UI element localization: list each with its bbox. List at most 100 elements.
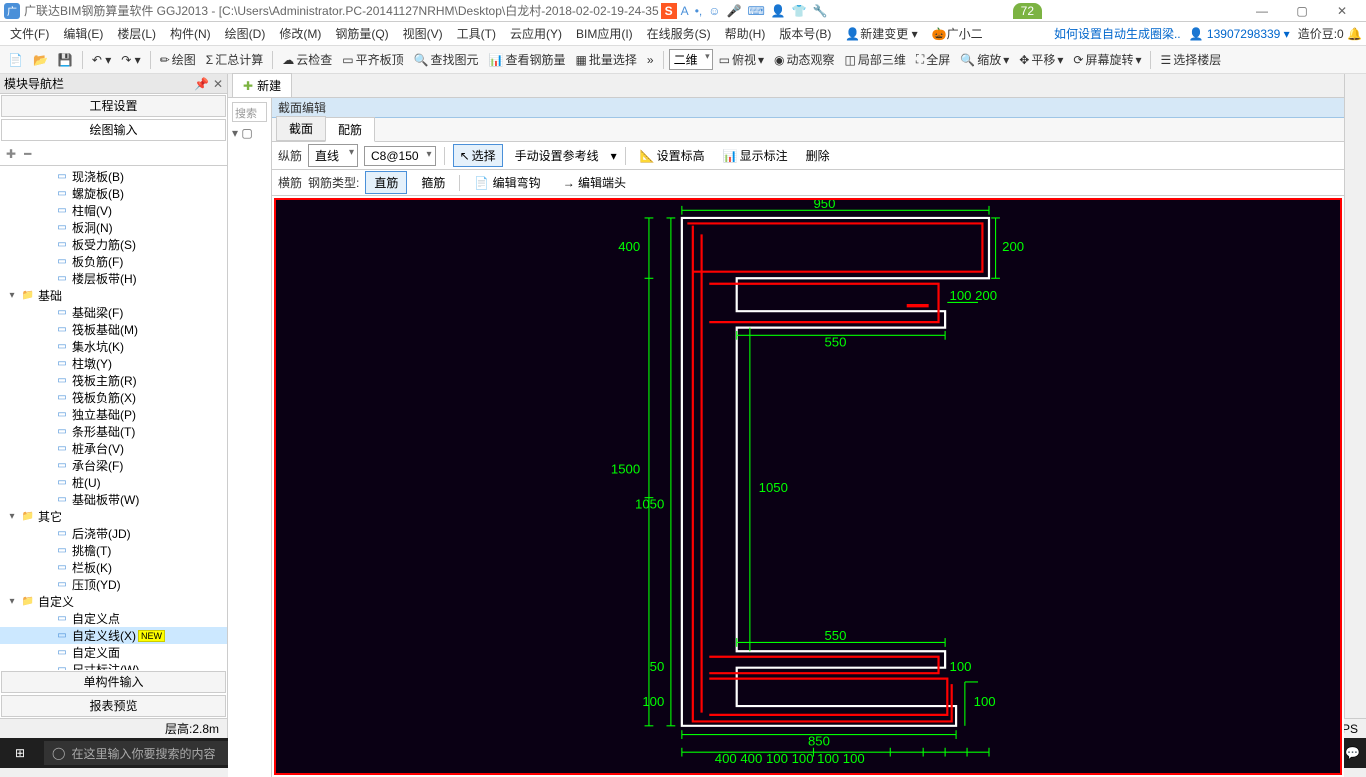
- ime-smile-icon[interactable]: ☺: [708, 4, 720, 18]
- ime-mic-icon[interactable]: 🎤: [727, 4, 742, 18]
- doc-tab-new[interactable]: ✚ 新建: [232, 73, 292, 97]
- new-change-button[interactable]: 👤新建变更 ▾: [839, 23, 923, 44]
- tree-item[interactable]: ▭柱墩(Y): [0, 355, 227, 372]
- tree-item[interactable]: ▾📁基础: [0, 287, 227, 304]
- find-button[interactable]: 🔍 查找图元: [410, 49, 483, 70]
- undo-button[interactable]: ↶ ▾: [88, 51, 115, 69]
- tree-item[interactable]: ▭栏板(K): [0, 559, 227, 576]
- tree-item[interactable]: ▭自定义面: [0, 644, 227, 661]
- redo-button[interactable]: ↷ ▾: [117, 51, 144, 69]
- ime-kbd-icon[interactable]: ⌨: [747, 4, 764, 18]
- select-floor-button[interactable]: ☰ 选择楼层: [1156, 49, 1225, 70]
- tree-item[interactable]: ▭筏板基础(M): [0, 321, 227, 338]
- delete-button[interactable]: 删除: [800, 145, 836, 166]
- tree-item[interactable]: ▭后浇带(JD): [0, 525, 227, 542]
- zoom-button[interactable]: 🔍 缩放 ▾: [956, 49, 1013, 70]
- dimension-combo[interactable]: 二维: [669, 49, 713, 70]
- menu-file[interactable]: 文件(F): [4, 23, 55, 44]
- section-project[interactable]: 工程设置: [1, 95, 226, 117]
- view-rebar-button[interactable]: 📊 查看钢筋量: [485, 49, 570, 70]
- maximize-button[interactable]: ▢: [1282, 4, 1322, 18]
- tree-item[interactable]: ▭筏板负筋(X): [0, 389, 227, 406]
- menu-tools[interactable]: 工具(T): [451, 23, 502, 44]
- phone-label[interactable]: 👤 13907298339 ▾: [1189, 27, 1290, 41]
- tree-item[interactable]: ▭桩承台(V): [0, 440, 227, 457]
- spec-combo[interactable]: C8@150: [364, 146, 436, 166]
- menu-bim[interactable]: BIM应用(I): [570, 23, 639, 44]
- dyn-orbit-button[interactable]: ◉ 动态观察: [770, 49, 839, 70]
- bean-label[interactable]: 造价豆:0 🔔: [1298, 25, 1362, 42]
- expander-icon[interactable]: ▾: [6, 290, 18, 301]
- tree-item[interactable]: ▭自定义线(X)NEW: [0, 627, 227, 644]
- menu-rebar[interactable]: 钢筋量(Q): [329, 23, 394, 44]
- tree-item[interactable]: ▭基础板带(W): [0, 491, 227, 508]
- tray-notif-icon[interactable]: 💬: [1345, 746, 1360, 760]
- start-button[interactable]: ⊞: [0, 746, 40, 760]
- menu-online[interactable]: 在线服务(S): [641, 23, 717, 44]
- section-draw[interactable]: 绘图输入: [1, 119, 226, 141]
- manual-refline-button[interactable]: 手动设置参考线: [509, 145, 605, 166]
- edit-end-button[interactable]: → 编辑端头: [555, 172, 634, 193]
- menu-draw[interactable]: 绘图(D): [219, 23, 272, 44]
- tab-section[interactable]: 截面: [276, 116, 326, 141]
- mode-minus-icon[interactable]: ━: [24, 147, 31, 161]
- tree-item[interactable]: ▭尺寸标注(W): [0, 661, 227, 670]
- more-button[interactable]: »: [643, 51, 658, 69]
- open-button[interactable]: 📂: [29, 51, 52, 69]
- close-button[interactable]: ✕: [1322, 4, 1362, 18]
- linetype-combo[interactable]: 直线: [308, 144, 358, 167]
- tree-item[interactable]: ▭集水坑(K): [0, 338, 227, 355]
- menu-edit[interactable]: 编辑(E): [57, 23, 109, 44]
- manual-dropdown[interactable]: ▾: [611, 149, 617, 163]
- mini-tree-row[interactable]: ▾ ▢: [232, 126, 267, 140]
- tree-item[interactable]: ▭承台梁(F): [0, 457, 227, 474]
- faq-link[interactable]: 如何设置自动生成圈梁..: [1054, 25, 1181, 42]
- tree-item[interactable]: ▭楼层板带(H): [0, 270, 227, 287]
- rotate-button[interactable]: ⟳ 屏幕旋转 ▾: [1069, 49, 1145, 70]
- show-dim-button[interactable]: 📊 显示标注: [717, 145, 794, 166]
- menu-help[interactable]: 帮助(H): [719, 23, 772, 44]
- menu-cloud[interactable]: 云应用(Y): [504, 23, 568, 44]
- menu-floor[interactable]: 楼层(L): [111, 23, 162, 44]
- tree-item[interactable]: ▭现浇板(B): [0, 168, 227, 185]
- panel-close-icon[interactable]: ✕: [213, 77, 223, 91]
- draw-button[interactable]: ✏ 绘图: [156, 49, 200, 70]
- tree-item[interactable]: ▭柱帽(V): [0, 202, 227, 219]
- tree-item[interactable]: ▭板洞(N): [0, 219, 227, 236]
- tree-item[interactable]: ▭板负筋(F): [0, 253, 227, 270]
- local3d-button[interactable]: ◫ 局部三维: [840, 49, 909, 70]
- tree-item[interactable]: ▭板受力筋(S): [0, 236, 227, 253]
- ime-dot-icon[interactable]: •,: [695, 4, 703, 18]
- fullscreen-button[interactable]: ⛶ 全屏: [912, 49, 954, 70]
- select-button[interactable]: ↖ 选择: [453, 144, 503, 167]
- section-canvas[interactable]: 950 200 100 200 550 1500 1050 1050 400 5…: [274, 198, 1342, 775]
- expander-icon[interactable]: ▾: [6, 511, 18, 522]
- edit-hook-button[interactable]: 📄 编辑弯钩: [466, 172, 548, 193]
- pin-icon[interactable]: 📌: [194, 77, 209, 91]
- ime-wrench-icon[interactable]: 🔧: [813, 4, 828, 18]
- tree-item[interactable]: ▾📁自定义: [0, 593, 227, 610]
- tree-item[interactable]: ▭自定义点: [0, 610, 227, 627]
- mode-plus-icon[interactable]: ✚: [6, 147, 16, 161]
- tree-item[interactable]: ▭条形基础(T): [0, 423, 227, 440]
- save-button[interactable]: 💾: [54, 51, 77, 69]
- tree-item[interactable]: ▭螺旋板(B): [0, 185, 227, 202]
- menu-view[interactable]: 视图(V): [397, 23, 449, 44]
- flat-top-button[interactable]: ▭ 平齐板顶: [338, 49, 407, 70]
- ime-shirt-icon[interactable]: 👕: [792, 4, 807, 18]
- tab-rebar[interactable]: 配筋: [325, 117, 375, 142]
- search-input-stub[interactable]: 搜索构: [232, 102, 267, 122]
- tree-item[interactable]: ▭独立基础(P): [0, 406, 227, 423]
- section-single[interactable]: 单构件输入: [1, 671, 226, 693]
- topview-button[interactable]: ▭ 俯视 ▾: [715, 49, 768, 70]
- score-badge[interactable]: 72: [1013, 3, 1042, 19]
- set-elev-button[interactable]: 📐 设置标高: [634, 145, 711, 166]
- minimize-button[interactable]: —: [1242, 4, 1282, 18]
- cloud-check-button[interactable]: ☁ 云检查: [278, 49, 336, 70]
- menu-modify[interactable]: 修改(M): [273, 23, 327, 44]
- user-widget[interactable]: 🎃广小二: [926, 23, 989, 44]
- tree-item[interactable]: ▭筏板主筋(R): [0, 372, 227, 389]
- new-file-button[interactable]: 📄: [4, 51, 27, 69]
- menu-component[interactable]: 构件(N): [164, 23, 217, 44]
- gu-button[interactable]: 箍筋: [413, 172, 453, 193]
